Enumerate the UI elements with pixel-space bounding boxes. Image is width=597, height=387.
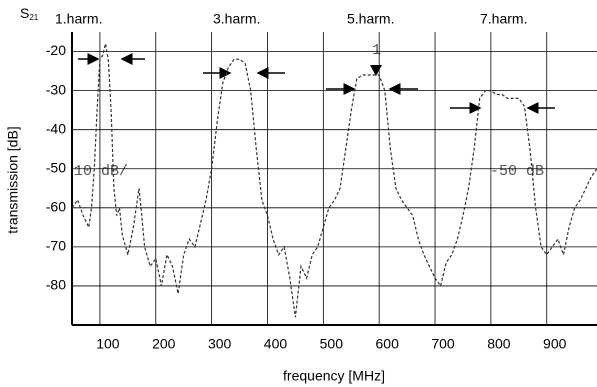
x-axis-label: frequency [MHz] bbox=[283, 368, 385, 384]
x-tick-label: 200 bbox=[152, 336, 176, 352]
y-tick-label: -70 bbox=[46, 238, 66, 254]
marker-triangle bbox=[370, 65, 382, 76]
annotation: 1.harm. bbox=[55, 11, 102, 27]
y-symbol-main: S bbox=[20, 5, 29, 21]
x-tick-label: 400 bbox=[264, 336, 288, 352]
annotation: 5.harm. bbox=[347, 11, 394, 27]
y-tick-label: -80 bbox=[46, 277, 66, 293]
y-tick-label: -60 bbox=[46, 199, 66, 215]
x-tick-label: 800 bbox=[487, 336, 511, 352]
x-tick-label: 600 bbox=[376, 336, 400, 352]
y-tick-label: -40 bbox=[46, 120, 66, 136]
x-tick-label: 900 bbox=[543, 336, 567, 352]
annotation: -50 dB bbox=[490, 163, 544, 180]
y-symbol: S21 bbox=[20, 5, 39, 22]
annotation: 1 bbox=[372, 42, 381, 59]
annotation: 10 dB/ bbox=[74, 163, 128, 180]
annotation: 3.harm. bbox=[213, 11, 260, 27]
annotation: 7.harm. bbox=[480, 11, 527, 27]
y-symbol-sub: 21 bbox=[29, 13, 38, 22]
x-tick-label: 500 bbox=[320, 336, 344, 352]
trace bbox=[71, 43, 597, 318]
y-tick-label: -50 bbox=[46, 159, 66, 175]
x-tick-label: 100 bbox=[96, 336, 120, 352]
arrows bbox=[78, 53, 555, 114]
y-tick-label: -30 bbox=[46, 81, 66, 97]
x-tick-label: 700 bbox=[431, 336, 455, 352]
y-tick-label: -20 bbox=[46, 42, 66, 58]
x-tick-label: 300 bbox=[208, 336, 232, 352]
y-axis-label: transmission [dB] bbox=[5, 126, 21, 233]
